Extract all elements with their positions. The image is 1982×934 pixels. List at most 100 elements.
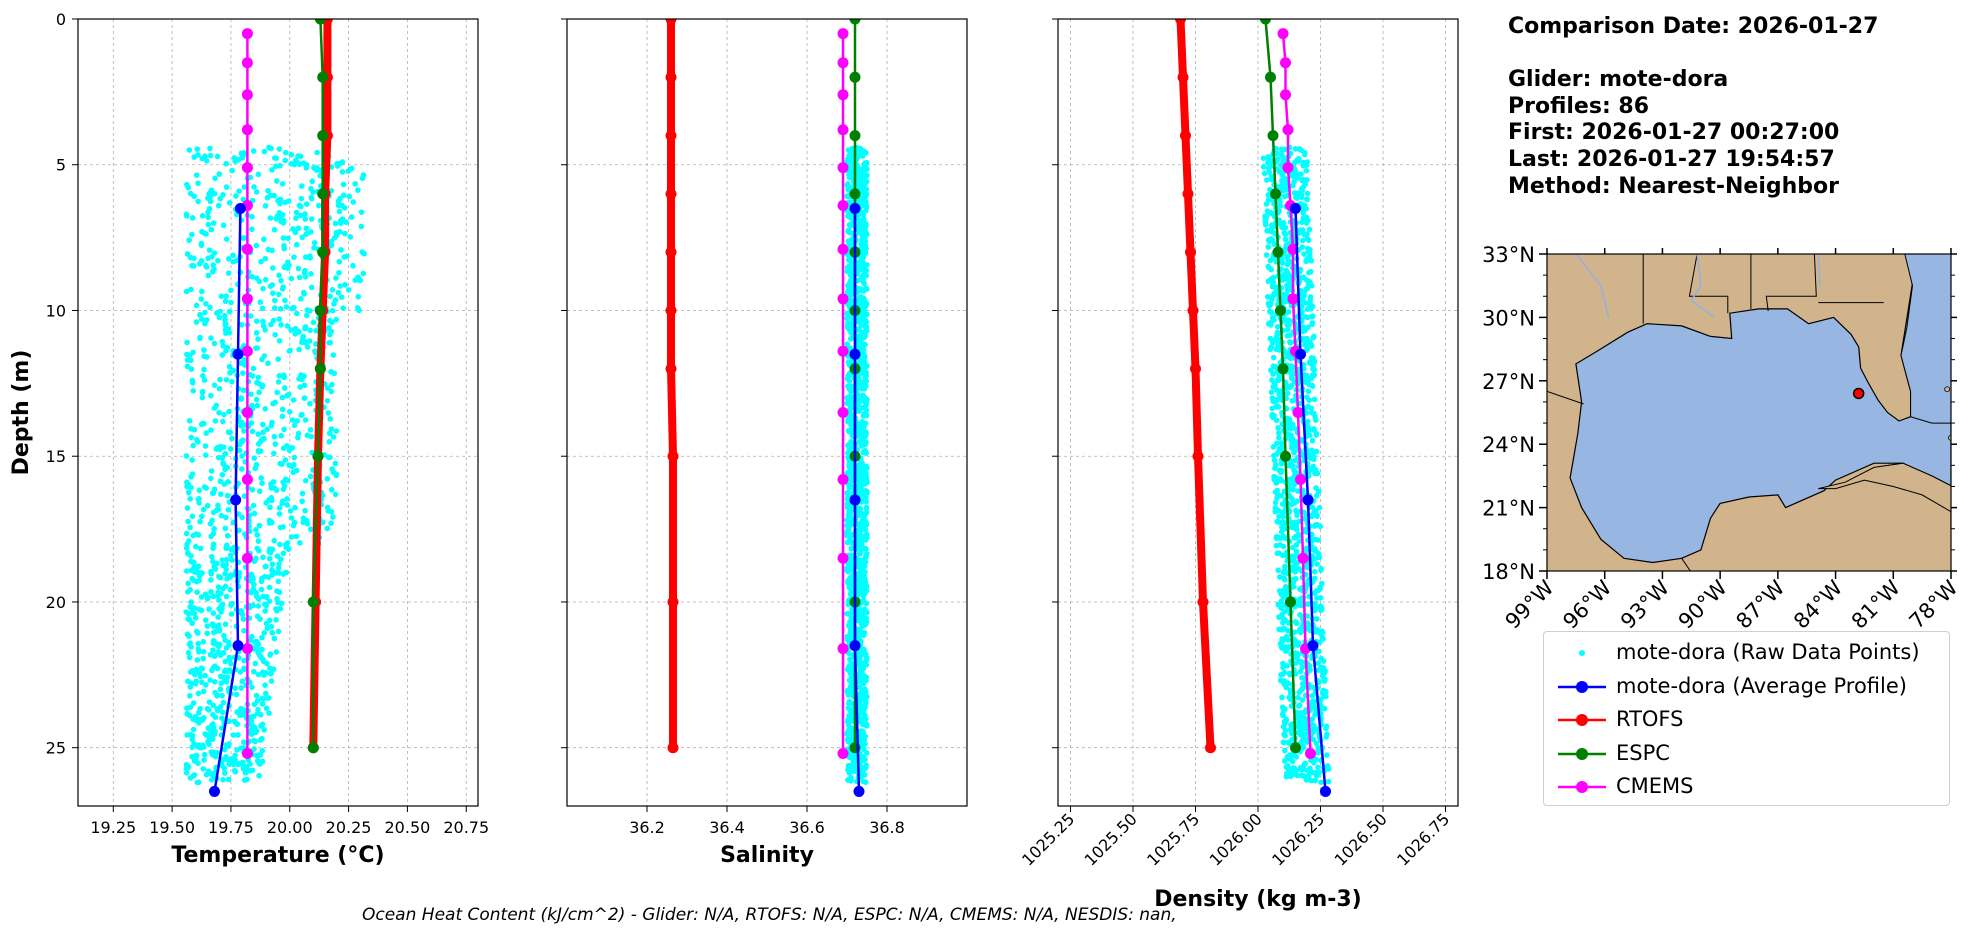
raw-point — [226, 718, 232, 725]
raw-point — [1266, 303, 1273, 309]
series-point — [665, 188, 677, 200]
raw-point — [253, 330, 260, 336]
raw-point — [212, 728, 218, 735]
series-point — [1282, 162, 1294, 174]
raw-point — [1309, 454, 1315, 461]
raw-point — [847, 214, 854, 221]
raw-point — [249, 373, 256, 379]
series-point — [849, 188, 861, 200]
raw-point — [282, 476, 289, 482]
raw-point — [342, 230, 348, 237]
raw-point — [199, 288, 205, 295]
raw-point — [259, 701, 266, 707]
raw-point — [845, 282, 851, 289]
raw-point — [262, 276, 269, 283]
raw-point — [286, 262, 292, 268]
raw-point — [1291, 467, 1297, 473]
raw-point — [1274, 487, 1280, 494]
raw-point — [275, 578, 282, 585]
raw-point — [241, 707, 247, 713]
raw-point — [271, 155, 278, 161]
raw-point — [303, 312, 310, 319]
raw-point — [849, 327, 855, 333]
raw-point — [197, 518, 203, 525]
raw-point — [1277, 677, 1284, 684]
raw-point — [328, 388, 335, 395]
raw-point — [1311, 568, 1318, 575]
raw-point — [340, 181, 347, 188]
raw-point — [1301, 251, 1307, 257]
raw-point — [279, 211, 286, 218]
raw-point — [183, 568, 190, 574]
raw-point — [1290, 524, 1297, 531]
raw-point — [325, 454, 332, 461]
raw-point — [302, 216, 309, 222]
raw-point — [223, 236, 230, 242]
raw-point — [224, 532, 231, 539]
raw-point — [1275, 342, 1281, 349]
raw-point — [1299, 177, 1306, 184]
raw-point — [309, 178, 316, 185]
raw-point — [191, 154, 197, 160]
raw-point — [263, 705, 270, 712]
raw-point — [212, 689, 218, 696]
raw-point — [848, 538, 854, 545]
raw-point — [268, 422, 275, 429]
raw-point — [1314, 616, 1320, 622]
raw-point — [302, 507, 308, 514]
raw-point — [276, 272, 282, 279]
raw-point — [1270, 398, 1277, 405]
raw-point — [845, 738, 851, 745]
raw-point — [1309, 698, 1316, 705]
raw-point — [276, 316, 283, 322]
raw-point — [211, 563, 217, 570]
raw-point — [1297, 586, 1303, 592]
raw-point — [858, 715, 865, 722]
raw-point — [211, 653, 218, 660]
raw-point — [259, 735, 265, 742]
raw-point — [310, 319, 317, 326]
raw-point — [260, 593, 266, 600]
raw-point — [325, 410, 332, 416]
raw-point — [846, 677, 853, 684]
raw-point — [1309, 716, 1316, 722]
raw-point — [190, 532, 196, 539]
raw-point — [240, 387, 247, 394]
x-tick-label: 20.50 — [385, 818, 431, 837]
raw-point — [194, 657, 201, 663]
raw-point — [861, 481, 868, 487]
raw-point — [307, 427, 314, 433]
series-point — [1282, 124, 1294, 136]
raw-point — [251, 510, 258, 517]
series-point — [241, 162, 253, 174]
raw-point — [187, 254, 194, 261]
raw-point — [301, 291, 307, 297]
x-tick-label: 36.8 — [869, 818, 905, 837]
raw-point — [329, 308, 336, 314]
raw-point — [207, 145, 213, 152]
raw-point — [199, 213, 206, 219]
lat-tick-label: 33°N — [1482, 243, 1535, 267]
raw-point — [1294, 175, 1301, 181]
raw-point — [1325, 778, 1332, 785]
raw-point — [252, 589, 259, 596]
raw-point — [271, 450, 277, 457]
raw-point — [1276, 614, 1282, 620]
raw-point — [272, 331, 278, 338]
raw-point — [260, 554, 266, 561]
raw-point — [845, 320, 851, 326]
raw-point — [1291, 449, 1297, 455]
raw-point — [1324, 752, 1330, 758]
raw-point — [1291, 583, 1297, 590]
raw-point — [255, 538, 262, 544]
raw-point — [223, 742, 230, 748]
raw-point — [846, 469, 853, 476]
raw-point — [858, 379, 864, 385]
raw-point — [195, 180, 201, 187]
series-point — [312, 450, 324, 462]
raw-point — [1306, 768, 1312, 774]
raw-point — [236, 527, 242, 534]
raw-point — [1275, 519, 1282, 525]
raw-point — [303, 225, 310, 232]
raw-point — [1262, 217, 1269, 223]
